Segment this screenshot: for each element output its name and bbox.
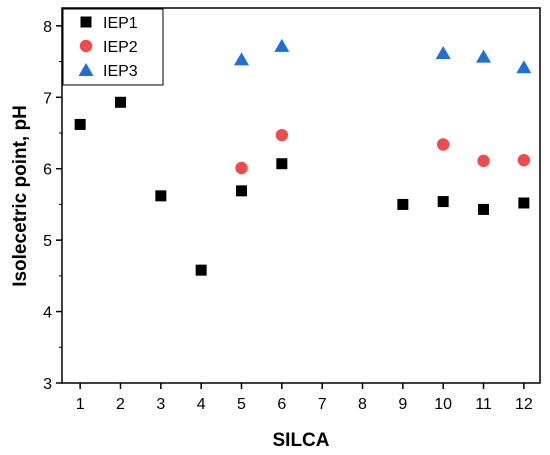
y-tick-label: 6: [43, 162, 52, 179]
x-axis-title: SILCA: [273, 430, 330, 451]
x-tick-label: 5: [237, 396, 246, 413]
iep2-point: [235, 161, 248, 175]
legend-iep3-marker: [78, 63, 94, 76]
iep1-point: [74, 118, 86, 130]
x-tick-label: 7: [318, 396, 327, 413]
iep3-point: [516, 60, 532, 74]
y-tick-label: 4: [43, 305, 52, 322]
legend-iep1-marker: [80, 16, 92, 28]
x-tick-label: 1: [76, 396, 85, 413]
iep1-point: [478, 203, 490, 215]
plot-frame: [61, 7, 541, 384]
legend-box: [62, 8, 164, 86]
iep1-point: [397, 198, 409, 210]
x-tick-label: 3: [156, 396, 165, 413]
x-tick-label: 8: [358, 396, 367, 413]
data-points: [74, 38, 532, 276]
y-tick-label: 5: [43, 233, 52, 250]
x-tick-label: 12: [515, 396, 533, 413]
x-axis: 1 2 3 4 5 6 7 8 9 10 11 12: [76, 383, 533, 413]
iep2-point: [436, 138, 450, 151]
iep1-point: [437, 196, 449, 208]
iep1-point: [155, 190, 167, 202]
iep2-point: [477, 154, 490, 168]
iep1-point: [114, 96, 126, 108]
x-tick-label: 6: [277, 396, 286, 413]
x-tick-label: 11: [475, 396, 492, 413]
iep3-point: [476, 49, 492, 63]
y-tick-label: 8: [43, 19, 52, 36]
y-tick-label: 7: [43, 90, 52, 107]
iep1-point: [236, 185, 248, 197]
iep3-point: [274, 38, 290, 52]
legend-iep1-label: IEP1: [103, 15, 138, 32]
y-axis-title: Isolecetric point, pH: [10, 105, 31, 287]
iep1-point: [276, 158, 288, 170]
y-axis: 3 4 5 6 7 8: [43, 19, 62, 393]
iep2-point: [275, 128, 289, 142]
iep1-point: [195, 264, 207, 276]
legend: IEP1 IEP2 IEP3: [62, 8, 164, 86]
legend-iep2-label: IEP2: [103, 39, 138, 56]
iep3-point: [435, 46, 451, 59]
legend-iep2-marker: [79, 39, 93, 53]
iep3-point: [234, 52, 250, 66]
x-tick-label: 4: [197, 396, 206, 413]
y-tick-label: 3: [43, 376, 52, 393]
x-tick-label: 10: [434, 396, 452, 413]
legend-iep3-label: IEP3: [103, 63, 138, 80]
x-tick-label: 9: [398, 396, 407, 413]
x-tick-label: 2: [116, 396, 125, 413]
iep2-point: [517, 153, 531, 167]
iep1-point: [518, 197, 530, 209]
